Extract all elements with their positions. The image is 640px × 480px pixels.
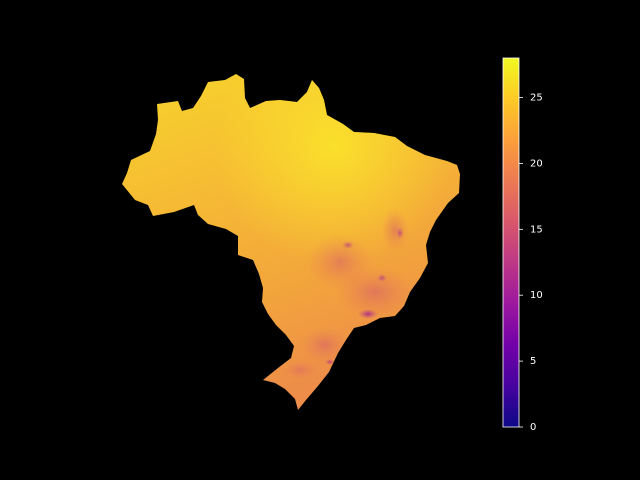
colorbar-tick-label: 10: [530, 290, 543, 301]
colorbar-tick-label: 0: [530, 422, 536, 433]
colorbar-tick-label: 5: [530, 356, 536, 367]
colorbar-tick-label: 15: [530, 224, 543, 235]
colorbar-ticks: 0 5 10 15 20 25: [519, 93, 543, 433]
colorbar-tick-label: 25: [530, 93, 543, 104]
colorbar: 0 5 10 15 20 25: [502, 57, 543, 433]
colorbar-tick-label: 20: [530, 158, 543, 169]
brazil-temperature-map: [122, 74, 460, 410]
colorbar-gradient: [502, 57, 520, 428]
